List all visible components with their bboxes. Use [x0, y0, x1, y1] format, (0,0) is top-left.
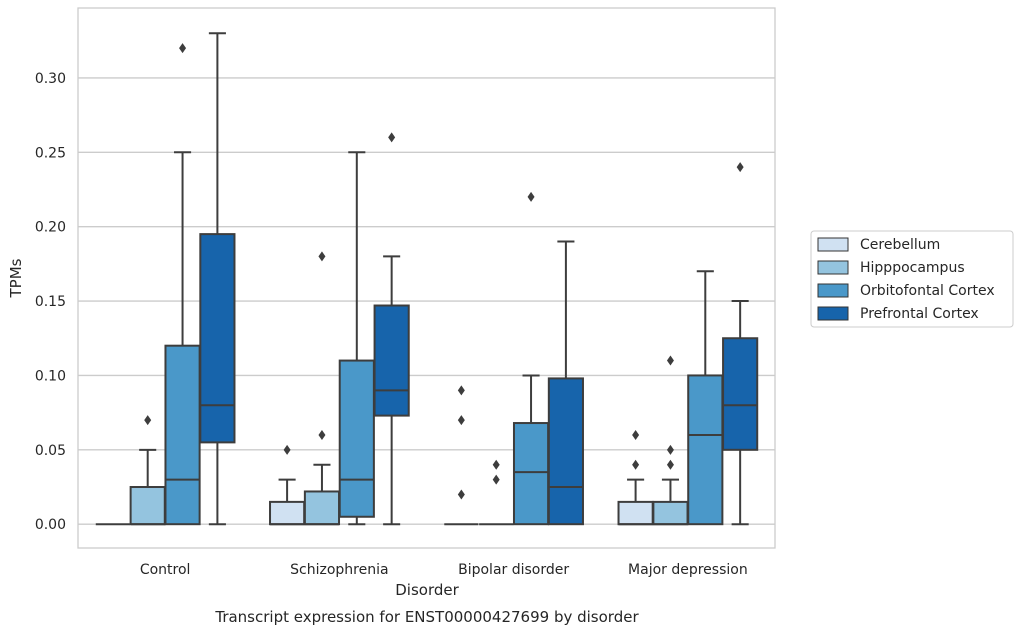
- box: [373, 304, 410, 417]
- outlier-point: [492, 474, 500, 485]
- y-tick-label: 0.05: [35, 443, 66, 459]
- outlier-point: [457, 385, 465, 396]
- box-group: [373, 132, 410, 526]
- outlier-point: [666, 355, 674, 366]
- outlier-point: [457, 489, 465, 500]
- outlier-point: [527, 191, 535, 202]
- box-group: [722, 162, 759, 526]
- outlier-point: [457, 415, 465, 426]
- legend-label-hipppocampus: Hipppocampus: [860, 260, 965, 276]
- box-group: [547, 240, 584, 526]
- box: [129, 486, 166, 526]
- box: [617, 500, 654, 526]
- y-axis-label: TPMs: [7, 258, 25, 298]
- outlier-point: [318, 429, 326, 440]
- outlier-point: [632, 429, 640, 440]
- box: [512, 422, 550, 526]
- legend-frame: [810, 230, 1014, 328]
- legend-swatch-prefrontal-cortex: [817, 306, 849, 321]
- chart-title: Transcript expression for ENST0000042769…: [214, 608, 639, 626]
- box: [547, 377, 584, 526]
- box: [303, 490, 341, 526]
- x-tick-label: Control: [140, 562, 191, 578]
- legend-swatch-cerebellum: [817, 237, 849, 252]
- x-tick-label: Schizophrenia: [290, 562, 388, 578]
- box: [722, 337, 759, 451]
- legend-label-prefrontal-cortex: Prefrontal Cortex: [860, 306, 979, 322]
- x-tick-label: Major depression: [628, 562, 748, 578]
- outlier-point: [736, 162, 744, 173]
- box-group: [687, 270, 724, 526]
- outlier-point: [492, 459, 500, 470]
- box-group: [164, 43, 201, 526]
- x-axis-label: Disorder: [395, 581, 459, 599]
- outlier-point: [388, 132, 396, 143]
- legend-swatch-hipppocampus: [817, 260, 849, 275]
- box: [687, 374, 724, 526]
- outlier-point: [666, 459, 674, 470]
- outlier-point: [179, 43, 187, 54]
- legend-label-orbitofontal-cortex: Orbitofontal Cortex: [860, 283, 995, 299]
- x-tick-label: Bipolar disorder: [458, 562, 569, 578]
- y-tick-label: 0.00: [35, 517, 66, 533]
- outlier-point: [666, 444, 674, 455]
- outlier-point: [318, 251, 326, 262]
- plot-area: [95, 32, 759, 526]
- y-tick-labels: 0.00 0.05 0.10 0.15 0.20 0.25 0.30: [35, 71, 66, 533]
- y-tick-label: 0.15: [35, 294, 66, 310]
- y-tick-label: 0.20: [35, 220, 66, 236]
- outlier-point: [632, 459, 640, 470]
- plot-frame: [77, 7, 776, 549]
- box-group: [512, 191, 550, 526]
- box-group: [617, 429, 654, 526]
- box: [652, 500, 689, 526]
- box: [269, 500, 306, 526]
- y-tick-label: 0.30: [35, 71, 66, 87]
- legend: Cerebellum Hipppocampus Orbitofontal Cor…: [810, 230, 1014, 328]
- box-group: [129, 415, 166, 526]
- outlier-point: [283, 444, 291, 455]
- box: [164, 344, 201, 526]
- y-tick-label: 0.25: [35, 145, 66, 161]
- box: [199, 233, 236, 444]
- box-group: [444, 385, 479, 526]
- legend-label-cerebellum: Cerebellum: [860, 237, 940, 253]
- box-group: [199, 32, 236, 526]
- box-group: [303, 251, 341, 526]
- outlier-point: [144, 415, 152, 426]
- box-group: [479, 459, 514, 526]
- box-group: [338, 151, 375, 526]
- box-group: [269, 444, 306, 526]
- box: [338, 359, 375, 518]
- y-tick-label: 0.10: [35, 368, 66, 384]
- box-group: [652, 355, 689, 526]
- x-tick-labels: Control Schizophrenia Bipolar disorder Majo…: [140, 562, 748, 578]
- legend-swatch-orbitofontal-cortex: [817, 283, 849, 298]
